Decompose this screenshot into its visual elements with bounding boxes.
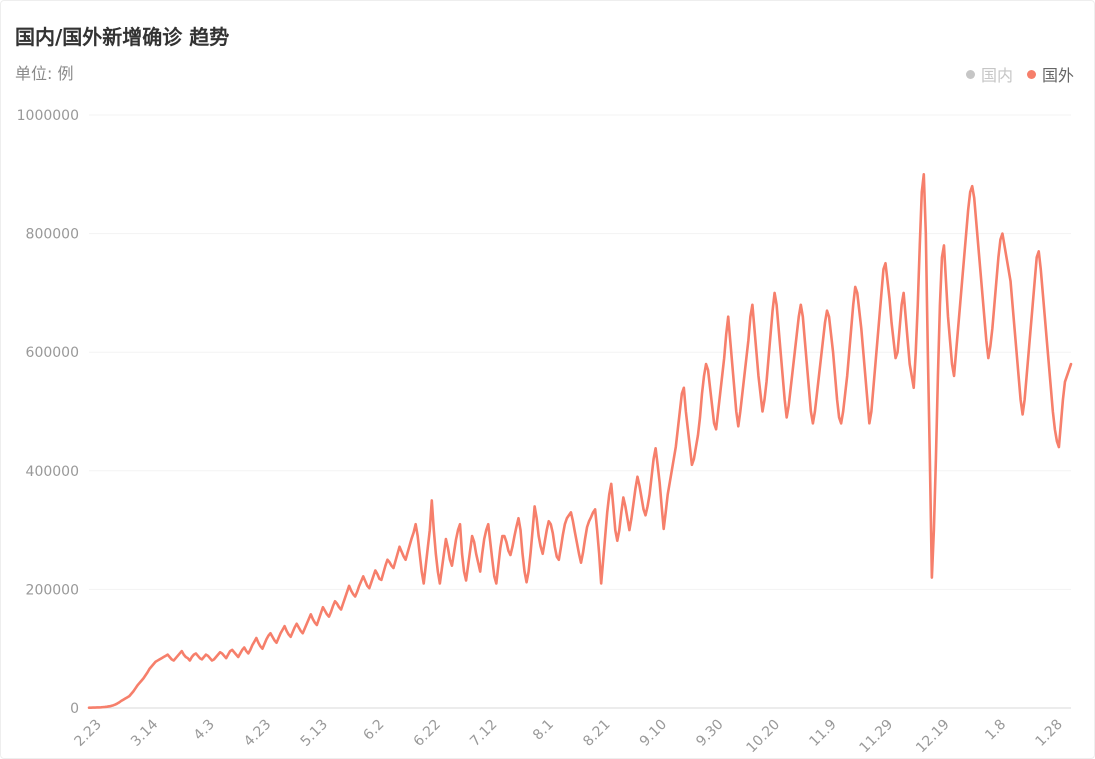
x-tick-label: 12.19 [913,717,953,757]
legend-item-domestic[interactable]: 国内 [965,62,1013,86]
y-tick-label: 400000 [26,464,79,480]
y-tick-label: 0 [70,701,79,717]
x-tick-label: 9.10 [637,717,670,750]
chart-title: 国内/国外新增确诊 趋势 [15,25,230,49]
x-tick-label: 9.30 [693,717,726,750]
x-tick-label: 2.23 [71,717,104,750]
y-tick-label: 800000 [26,227,79,243]
x-tick-label: 11.9 [806,717,839,750]
x-tick-label: 1.28 [1032,717,1065,750]
x-tick-label: 6.22 [411,717,444,750]
legend: 国内 国外 [965,62,1074,86]
x-tick-label: 4.3 [191,717,218,744]
x-tick-label: 8.21 [580,717,613,750]
y-tick-label: 600000 [26,345,79,361]
x-tick-label: 6.2 [360,717,387,744]
legend-dot-overseas [1026,69,1036,79]
x-tick-label: 5.13 [298,717,331,750]
x-tick-label: 8.1 [530,717,557,744]
series-line-overseas [87,173,1073,709]
y-tick-label: 1000000 [17,108,79,124]
x-tick-label: 11.29 [857,717,897,757]
y-tick-label: 200000 [26,582,79,598]
legend-dot-domestic [965,69,975,79]
x-tick-label: 1.8 [982,717,1009,744]
x-tick-label: 10.20 [744,717,784,757]
x-tick-label: 7.12 [467,717,500,750]
legend-label-overseas: 国外 [1041,66,1074,85]
x-tick-label: 4.23 [241,717,274,750]
unit-label: 单位: 例 [15,64,74,83]
x-tick-label: 3.14 [128,716,161,749]
legend-label-domestic: 国内 [980,66,1013,85]
legend-item-overseas[interactable]: 国外 [1026,62,1074,86]
